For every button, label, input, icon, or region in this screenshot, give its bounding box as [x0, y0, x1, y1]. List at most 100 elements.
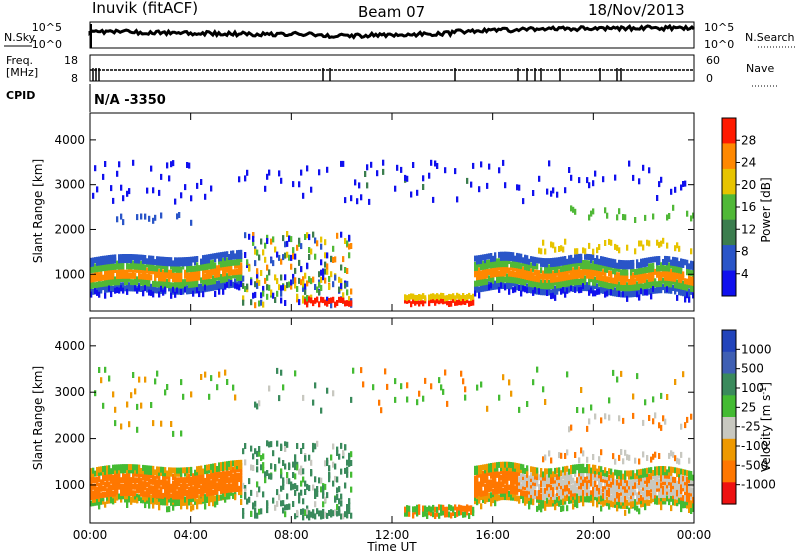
echo-cell — [208, 487, 211, 493]
echo-cell — [556, 263, 559, 270]
echo-cell — [668, 469, 671, 476]
echo-cell — [562, 256, 565, 263]
echo-cell — [612, 262, 615, 268]
echo-cell — [578, 279, 581, 285]
echo-cell — [644, 399, 647, 406]
echo-cell — [174, 198, 177, 205]
echo-cell — [482, 490, 485, 497]
echo-cell — [574, 270, 577, 276]
echo-cell — [616, 265, 619, 272]
echo-cell — [538, 282, 541, 289]
echo-cell — [646, 499, 649, 506]
echo-cell — [218, 252, 221, 259]
echo-cell — [604, 275, 607, 282]
echo-cell — [554, 273, 557, 280]
echo-cell — [144, 465, 147, 472]
echo-cell — [638, 472, 641, 479]
echo-cell — [98, 486, 101, 493]
echo-cell — [288, 478, 291, 485]
power-ylabel: Slant Range [km] — [31, 159, 45, 263]
echo-cell — [678, 484, 681, 491]
echo-cell — [238, 265, 241, 272]
echo-cell — [680, 488, 683, 495]
echo-cell — [336, 446, 339, 453]
echo-cell — [256, 268, 259, 275]
echo-cell — [148, 465, 151, 472]
echo-cell — [574, 276, 577, 283]
echo-cell — [538, 257, 541, 264]
echo-cell — [124, 486, 127, 493]
echo-cell — [442, 298, 445, 305]
echo-cell — [208, 493, 211, 500]
echo-cell — [222, 251, 225, 258]
echo-cell — [226, 490, 229, 497]
echo-cell — [198, 478, 201, 485]
echo-cell — [116, 487, 119, 494]
echo-cell — [208, 263, 211, 270]
echo-cell — [578, 480, 581, 487]
echo-cell — [688, 296, 691, 303]
echo-cell — [226, 266, 229, 273]
echo-cell — [548, 280, 551, 286]
echo-cell — [144, 502, 147, 509]
echo-cell — [224, 490, 227, 497]
echo-cell — [582, 476, 585, 483]
echo-cell — [622, 417, 625, 424]
echo-cell — [658, 472, 661, 479]
echo-cell — [156, 472, 159, 479]
echo-cell — [320, 477, 323, 484]
echo-cell — [92, 192, 95, 199]
echo-cell — [136, 497, 139, 504]
echo-cell — [258, 300, 261, 307]
echo-cell — [218, 288, 221, 295]
echo-cell — [138, 254, 141, 261]
echo-cell — [176, 257, 179, 264]
echo-cell — [152, 502, 155, 509]
echo-cell — [674, 499, 677, 506]
echo-cell — [624, 490, 627, 496]
echo-cell — [366, 182, 369, 189]
echo-cell — [628, 490, 631, 496]
echo-cell — [206, 282, 209, 289]
echo-cell — [214, 253, 217, 260]
echo-cell — [486, 281, 489, 288]
echo-cell — [664, 277, 667, 284]
echo-cell — [164, 389, 167, 396]
echo-cell — [148, 280, 151, 287]
echo-cell — [148, 488, 151, 495]
echo-cell — [344, 300, 347, 307]
echo-cell — [178, 490, 181, 497]
colorbar-frame — [721, 329, 737, 505]
echo-cell — [500, 251, 503, 258]
echo-cell — [192, 269, 195, 275]
echo-cell — [328, 276, 331, 282]
echo-cell — [662, 415, 665, 422]
echo-cell — [668, 476, 671, 483]
echo-cell — [332, 281, 335, 288]
echo-cell — [112, 474, 115, 481]
echo-cell — [118, 269, 121, 276]
echo-cell — [500, 282, 503, 289]
echo-cell — [242, 482, 245, 489]
echo-cell — [124, 254, 127, 260]
echo-cell — [192, 265, 195, 272]
echo-cell — [692, 267, 695, 274]
echo-cell — [148, 283, 151, 290]
echo-cell — [280, 485, 283, 492]
echo-cell — [170, 470, 173, 477]
echo-cell — [620, 285, 623, 292]
echo-cell — [160, 275, 163, 282]
echo-cell — [408, 297, 411, 304]
echo-cell — [602, 262, 605, 269]
echo-cell — [686, 266, 689, 273]
echo-cell — [200, 488, 203, 495]
echo-cell — [570, 280, 573, 286]
echo-cell — [508, 288, 511, 295]
echo-cell — [224, 270, 227, 277]
echo-cell — [90, 487, 93, 494]
echo-cell — [528, 475, 531, 482]
echo-cell — [618, 496, 621, 503]
echo-cell — [506, 261, 509, 268]
echo-cell — [182, 263, 185, 270]
echo-cell — [456, 510, 459, 517]
